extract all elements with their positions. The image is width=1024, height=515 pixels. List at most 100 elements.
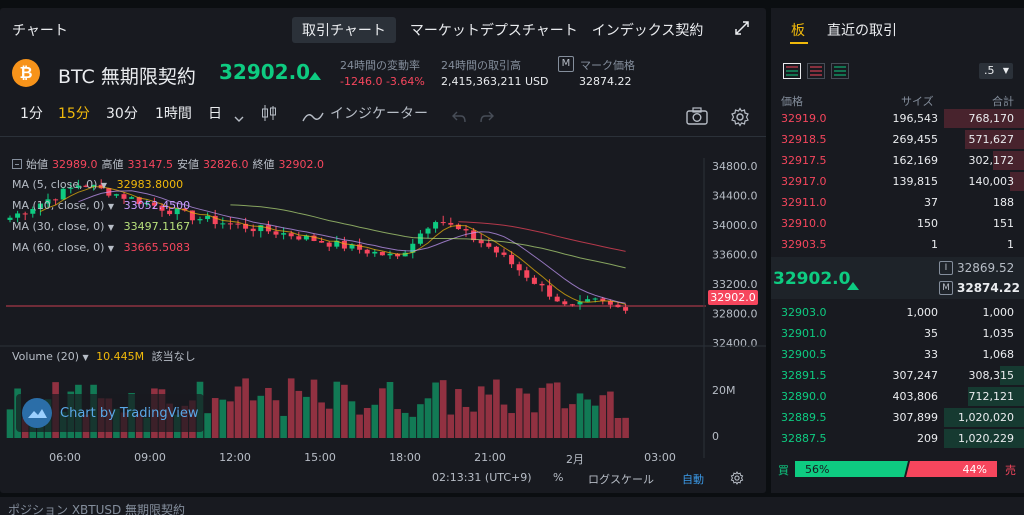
volume-bar [363,407,371,438]
ask-row[interactable]: 32917.5 162,169 302,172 [771,150,1024,171]
ask-price: 32903.5 [781,238,827,251]
interval-day[interactable]: 日 [208,106,222,122]
view-both-icon[interactable] [783,63,801,83]
candles-icon[interactable] [260,104,278,126]
time-tick-label: 06:00 [49,451,81,464]
tradingview-watermark[interactable]: Chart by TradingView [16,394,205,432]
chart-settings-gear-icon[interactable] [730,470,744,489]
open-value: 32989.0 [52,157,98,171]
close-label: 終値 [252,158,275,171]
candle-body [281,233,287,235]
volume-bar [584,399,591,438]
tab-depth-chart[interactable]: マーケットデプスチャート [409,23,578,39]
undo-icon[interactable] [452,108,466,127]
interval-30m[interactable]: 30分 [106,106,138,122]
chevron-down-icon[interactable] [234,108,244,127]
volume-bar [249,400,257,438]
log-scale-toggle[interactable]: ログスケール [588,473,654,486]
camera-icon[interactable] [686,107,708,129]
indicators-button[interactable]: インジケーター [330,106,428,122]
ask-row[interactable]: 32919.0 196,543 768,170 [771,108,1024,129]
bid-row[interactable]: 32889.5 307,899 1,020,020 [771,407,1024,428]
ask-row[interactable]: 32903.5 1 1 [771,234,1024,255]
candle-body [433,222,439,229]
candle-body [486,243,492,247]
candle-body [7,217,13,220]
volume-bar [356,414,363,438]
volume-bar [455,389,462,438]
ma30-chevron-icon[interactable]: ▼ [107,223,115,232]
indicator-wave-icon[interactable] [302,108,324,127]
mark-badge: M [558,56,574,72]
candle-body [227,223,233,225]
volume-chevron-icon[interactable]: ▼ [82,353,89,362]
bid-row[interactable]: 32887.5 209 1,020,229 [771,428,1024,449]
redo-icon[interactable] [480,108,494,127]
change-value: -1246.0 -3.64% [340,75,425,88]
volume-bar [477,386,485,438]
candle-body [250,228,256,232]
interval-1h[interactable]: 1時間 [155,106,192,122]
candle-body [220,223,226,225]
bid-row[interactable]: 32901.0 35 1,035 [771,323,1024,344]
candle-body [562,301,568,305]
ma5-chevron-icon[interactable]: ▼ [100,181,108,190]
view-bids-icon[interactable] [831,63,849,83]
gear-icon[interactable] [730,107,750,131]
bid-row[interactable]: 32890.0 403,806 712,121 [771,386,1024,407]
interval-1m[interactable]: 1分 [20,106,43,122]
candle-body [592,298,598,300]
bid-row[interactable]: 32900.5 33 1,068 [771,344,1024,365]
collapse-icon[interactable] [12,159,22,169]
tab-orderbook[interactable]: 板 [791,23,805,39]
volume-bar [538,387,546,438]
bid-price: 32889.5 [781,411,827,424]
ask-price: 32919.0 [781,112,827,125]
volume-bar [379,388,386,438]
expand-icon[interactable] [734,20,750,36]
low-label: 安値 [177,158,199,171]
candle-body [174,208,180,215]
auto-scale-toggle[interactable]: 自動 [682,473,704,486]
candle-body [531,277,537,284]
candle-body [615,304,621,308]
index-badge: I [939,261,953,275]
candle-body [607,300,613,305]
time-tick-label: 03:00 [644,451,676,464]
ma60-chevron-icon[interactable]: ▼ [107,244,115,253]
bid-size: 307,899 [892,411,939,424]
volume-bar [485,394,493,438]
ask-row[interactable]: 32918.5 269,455 571,627 [771,129,1024,150]
volume-bar [234,386,242,438]
ask-row[interactable]: 32917.0 139,815 140,003 [771,171,1024,192]
ask-depth-bar [965,130,1024,149]
ma60-value: 33665.5083 [123,241,191,254]
candle-body [311,235,317,241]
price-tick-label: 34800.0 [712,160,758,173]
ask-price: 32917.5 [781,154,827,167]
tab-recent-trades[interactable]: 直近の取引 [827,23,897,39]
ask-row[interactable]: 32911.0 37 188 [771,192,1024,213]
ask-total: 140,003 [968,175,1015,188]
ask-row[interactable]: 32910.0 150 151 [771,213,1024,234]
tab-index-contract[interactable]: インデックス契約 [591,23,704,39]
bid-row[interactable]: 32903.0 1,000 1,000 [771,302,1024,323]
bid-size: 209 [917,432,938,445]
interval-15m[interactable]: 15分 [58,106,90,122]
candle-body [349,244,355,249]
precision-select[interactable]: .5 ▼ [979,63,1013,79]
volume-tick-label: 20M [712,384,736,397]
candle-body [37,203,43,209]
bids-list: 32903.0 1,000 1,000 32901.0 35 1,035 32900.5 33… [771,302,1024,449]
percent-toggle[interactable]: % [553,471,564,484]
bid-row[interactable]: 32891.5 307,247 308,315 [771,365,1024,386]
tab-trading-chart[interactable]: 取引チャート [292,17,396,43]
ask-total: 1 [1007,238,1014,251]
ohlc-legend: 始値 32989.0 高値 33147.5 安値 32826.0 終値 32902.0 [12,156,324,172]
view-asks-icon[interactable] [807,63,825,83]
ask-price: 32917.0 [781,175,827,188]
symbol-name: BTC 無期限契約 [58,66,196,88]
ask-size: 139,815 [892,175,939,188]
buy-ratio-fill: 56% [795,461,908,477]
ma10-chevron-icon[interactable]: ▼ [107,202,115,211]
